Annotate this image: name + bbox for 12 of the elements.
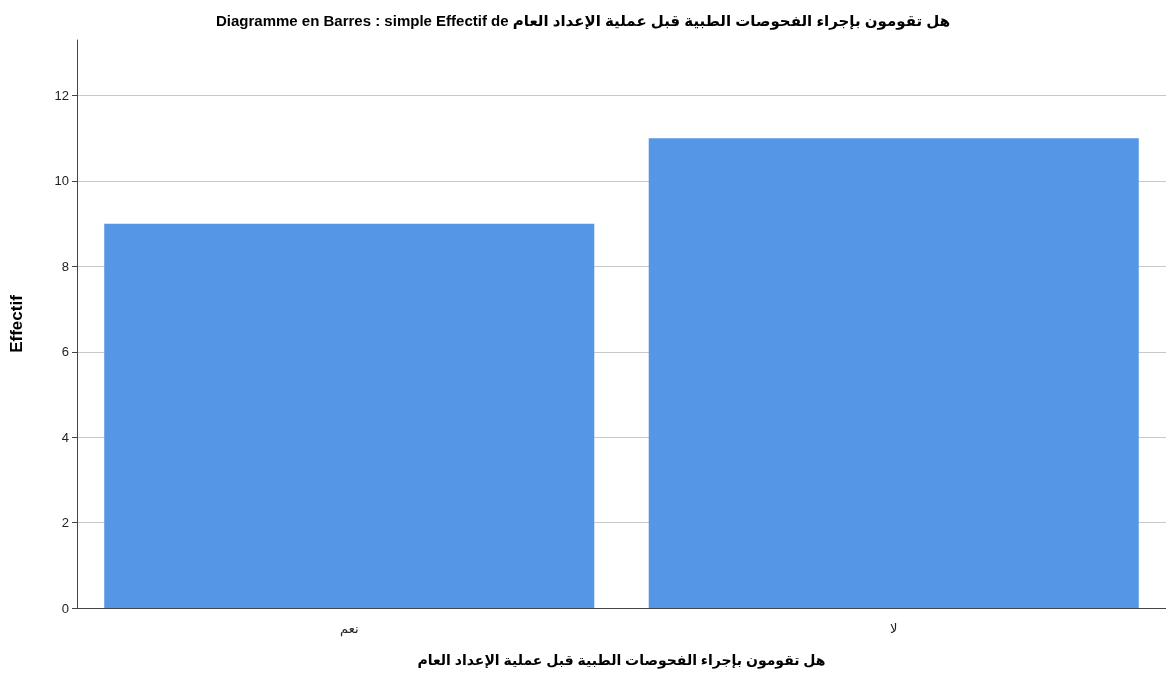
y-tick-label: 2 bbox=[61, 515, 69, 531]
y-tick-label: 12 bbox=[54, 88, 69, 104]
x-axis-title: هل تقومون بإجراء الفحوصات الطبية قبل عملية الإعداد العام bbox=[417, 652, 826, 669]
y-tick-label: 10 bbox=[54, 173, 69, 189]
y-tick-label: 8 bbox=[61, 258, 69, 274]
x-tick-label: لا bbox=[890, 621, 898, 636]
chart-title: Diagramme en Barres : simple Effectif de هل تقومون بإجراء الفحوصات الطبية قبل عملية الإعداد العام bbox=[215, 12, 951, 30]
y-tick-label: 6 bbox=[61, 344, 69, 360]
y-tick-label: 0 bbox=[61, 600, 69, 616]
x-tick-label: نعم bbox=[339, 621, 359, 637]
y-tick-label: 4 bbox=[61, 429, 69, 445]
y-axis-title: Effectif bbox=[7, 294, 26, 353]
